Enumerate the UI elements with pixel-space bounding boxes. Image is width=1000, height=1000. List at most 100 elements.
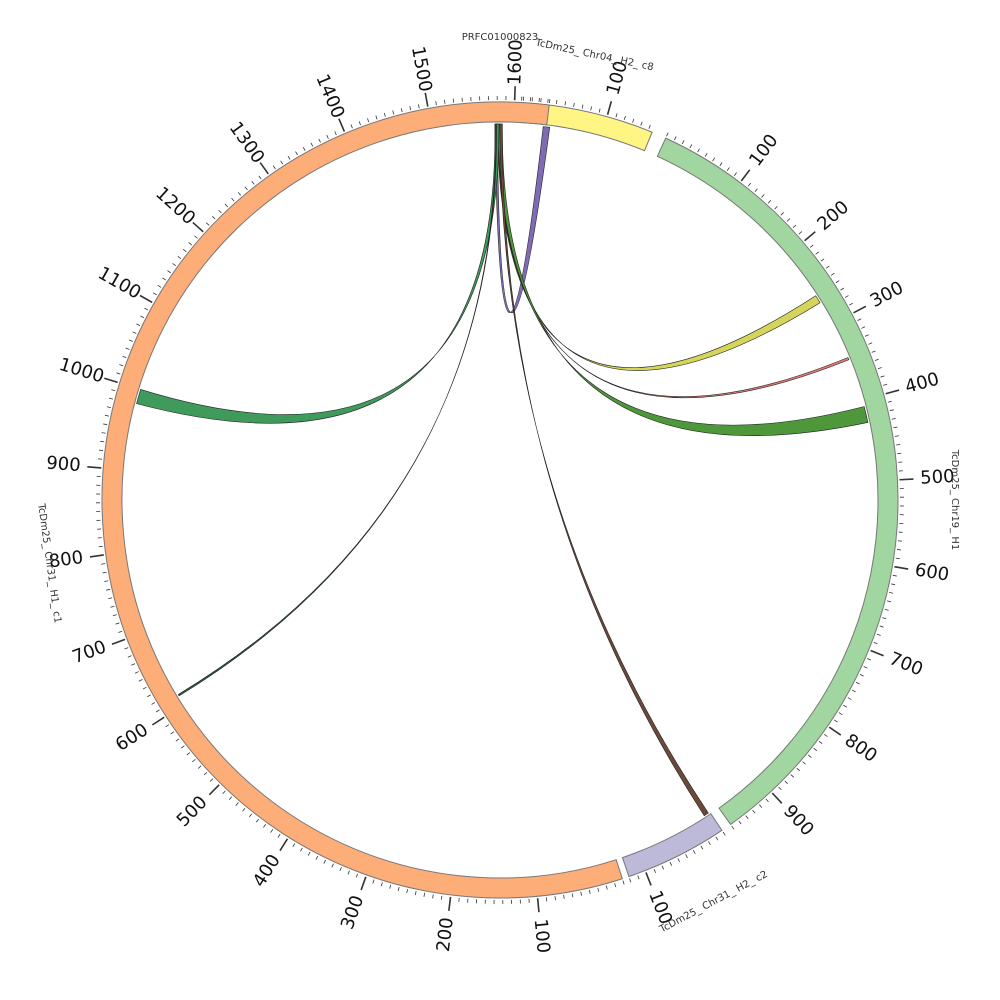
minor-tick: [614, 883, 617, 888]
segment-chr31h2: [621, 813, 723, 878]
minor-tick: [170, 731, 175, 735]
tick-label: 700: [886, 648, 926, 680]
tick-label: 400: [249, 851, 285, 891]
minor-tick: [162, 277, 167, 281]
minor-tick: [864, 334, 869, 337]
tick-label: 900: [45, 453, 81, 477]
minor-tick: [708, 841, 711, 846]
minor-tick: [823, 733, 828, 737]
major-tick: [139, 294, 153, 304]
minor-tick: [873, 641, 878, 645]
minor-tick: [825, 265, 830, 269]
major-tick: [279, 838, 289, 852]
ribbon-prfc-chr31h2-4: [499, 123, 709, 817]
minor-tick: [104, 414, 109, 417]
minor-tick: [893, 426, 898, 429]
minor-tick: [669, 861, 673, 866]
minor-tick: [140, 315, 145, 319]
minor-tick: [876, 633, 881, 636]
minor-tick: [389, 884, 392, 889]
minor-tick: [745, 815, 749, 820]
minor-tick: [882, 617, 887, 620]
minor-tick: [886, 600, 892, 603]
minor-tick: [689, 144, 693, 149]
minor-tick: [218, 209, 222, 214]
minor-tick: [112, 614, 117, 617]
minor-tick: [128, 339, 133, 342]
major-tick: [424, 92, 429, 107]
minor-tick: [877, 367, 882, 370]
minor-tick: [813, 747, 818, 751]
minor-tick: [134, 671, 139, 674]
minor-tick: [892, 574, 897, 577]
minor-tick: [807, 754, 812, 758]
minor-tick: [835, 280, 840, 284]
tick-label: 500: [173, 792, 212, 831]
minor-tick: [623, 115, 626, 120]
minor-tick: [818, 740, 823, 745]
minor-tick: [605, 885, 608, 890]
minor-tick: [194, 235, 198, 239]
minor-tick: [830, 272, 835, 276]
minor-tick: [857, 318, 862, 321]
minor-tick: [108, 397, 114, 400]
minor-tick: [165, 724, 170, 728]
minor-tick: [615, 113, 618, 118]
major-tick: [259, 162, 269, 175]
minor-tick: [203, 771, 208, 776]
tick-label: 700: [70, 636, 110, 668]
minor-tick: [758, 804, 763, 808]
minor-tick: [231, 197, 235, 202]
minor-tick: [894, 435, 899, 437]
major-tick: [606, 101, 613, 115]
tick-label: 1400: [311, 71, 348, 121]
minor-tick: [444, 99, 446, 104]
minor-tick: [774, 205, 778, 210]
minor-tick: [331, 863, 334, 868]
minor-tick: [697, 148, 700, 153]
tick-label: 300: [337, 893, 368, 932]
minor-tick: [287, 155, 291, 160]
minor-tick: [704, 152, 708, 157]
minor-tick: [622, 880, 625, 885]
minor-tick: [784, 780, 788, 784]
minor-tick: [692, 849, 696, 854]
major-tick: [645, 872, 652, 886]
major-tick: [89, 554, 104, 558]
minor-tick: [292, 843, 296, 848]
minor-tick: [731, 825, 735, 830]
minor-tick: [891, 418, 896, 420]
major-tick: [804, 231, 816, 242]
minor-tick: [661, 865, 665, 870]
minor-tick: [765, 798, 769, 803]
major-tick: [87, 466, 102, 469]
major-tick: [885, 389, 900, 395]
minor-tick: [653, 868, 656, 873]
minor-tick: [418, 104, 420, 109]
minor-tick: [780, 212, 784, 216]
minor-tick: [367, 118, 370, 123]
minor-tick: [573, 102, 575, 107]
minor-tick: [116, 372, 121, 375]
segment-chr31h1: [101, 101, 623, 899]
minor-tick: [347, 870, 350, 875]
tick-label: 1500: [407, 45, 436, 94]
major-tick: [151, 716, 165, 726]
minor-tick: [588, 889, 591, 894]
minor-tick: [355, 873, 359, 878]
minor-tick: [871, 350, 876, 353]
minor-tick: [767, 199, 772, 204]
major-tick: [338, 118, 346, 132]
minor-tick: [136, 323, 141, 326]
minor-tick: [111, 389, 116, 392]
minor-tick: [435, 101, 437, 106]
minor-tick: [144, 307, 149, 311]
minor-tick: [554, 896, 556, 901]
minor-tick: [883, 383, 888, 386]
minor-tick: [318, 138, 321, 143]
minor-tick: [100, 440, 105, 443]
minor-tick: [666, 132, 669, 137]
minor-tick: [581, 104, 584, 109]
minor-tick: [563, 894, 565, 899]
minor-tick: [409, 106, 412, 111]
